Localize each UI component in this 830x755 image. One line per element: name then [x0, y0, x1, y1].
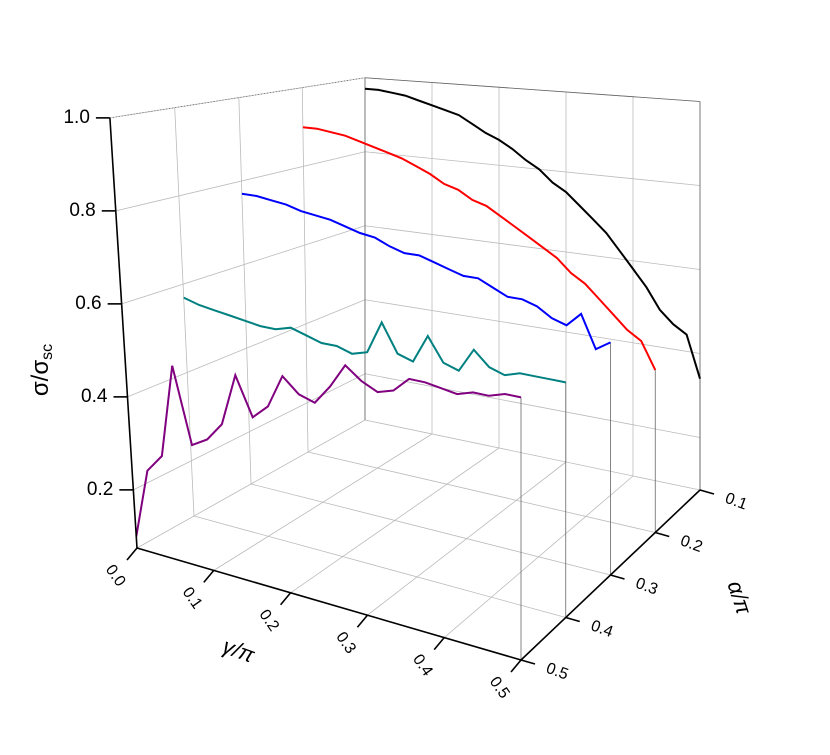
- x-tick-label: 0.1: [179, 584, 206, 612]
- series-line: [183, 296, 566, 384]
- grid-line: [364, 151, 701, 186]
- grid-line: [174, 107, 195, 517]
- z-tick-label: 0.2: [678, 532, 705, 556]
- grid-line: [364, 225, 701, 270]
- series-line: [135, 363, 522, 537]
- x-tick-label: 0.3: [332, 629, 359, 657]
- z-tick-label: 0.1: [723, 490, 750, 514]
- grid-line: [301, 87, 309, 453]
- x-tick-label: 0.4: [409, 651, 436, 679]
- y-label-main: σ/σ: [27, 360, 54, 396]
- grid-line: [127, 299, 366, 398]
- x-tick: [126, 547, 138, 561]
- series-line: [302, 126, 657, 371]
- grid-line: [364, 419, 701, 491]
- series-line: [364, 87, 701, 379]
- x-tick: [510, 659, 522, 673]
- x-axis: [136, 547, 522, 661]
- grid-line: [193, 515, 566, 618]
- z-tick-label: 0.5: [544, 660, 571, 684]
- y-label-sub: sc: [39, 344, 56, 360]
- x-tick: [203, 569, 215, 583]
- x-axis-label: γ/π: [219, 633, 259, 668]
- z-tick-label: 0.3: [633, 575, 660, 599]
- z-tick: [699, 489, 715, 495]
- y-tick-label: 0.2: [87, 479, 113, 500]
- z-tick: [520, 659, 536, 665]
- y-tick-label: 1.0: [63, 107, 89, 128]
- y-axis-label: σ/σsc: [27, 344, 56, 396]
- z-tick-label: 0.4: [588, 617, 615, 641]
- grid-line: [238, 97, 252, 485]
- z-tick: [610, 574, 625, 580]
- x-tick: [279, 592, 292, 606]
- x-tick-label: 0.0: [102, 562, 129, 590]
- grid-line: [364, 373, 701, 438]
- y-tick-label: 0.4: [81, 386, 108, 407]
- grid-line: [364, 299, 701, 354]
- series-line: [241, 192, 611, 351]
- grid-line: [250, 483, 611, 576]
- box-edge: [364, 77, 701, 102]
- z-tick: [565, 616, 580, 623]
- x-tick: [433, 637, 445, 651]
- y-axis: [109, 117, 138, 549]
- grid-line: [121, 225, 366, 305]
- y-tick-label: 0.6: [75, 293, 101, 314]
- z-tick: [655, 531, 670, 538]
- y-tick-label: 0.8: [69, 200, 95, 221]
- grid-line: [115, 151, 366, 212]
- x-tick: [356, 614, 369, 628]
- z-axis-label: α/π: [723, 578, 757, 619]
- x-tick-label: 0.5: [486, 674, 513, 702]
- box-edge: [109, 77, 366, 119]
- grid-line: [307, 451, 656, 533]
- x-tick-label: 0.2: [255, 607, 282, 635]
